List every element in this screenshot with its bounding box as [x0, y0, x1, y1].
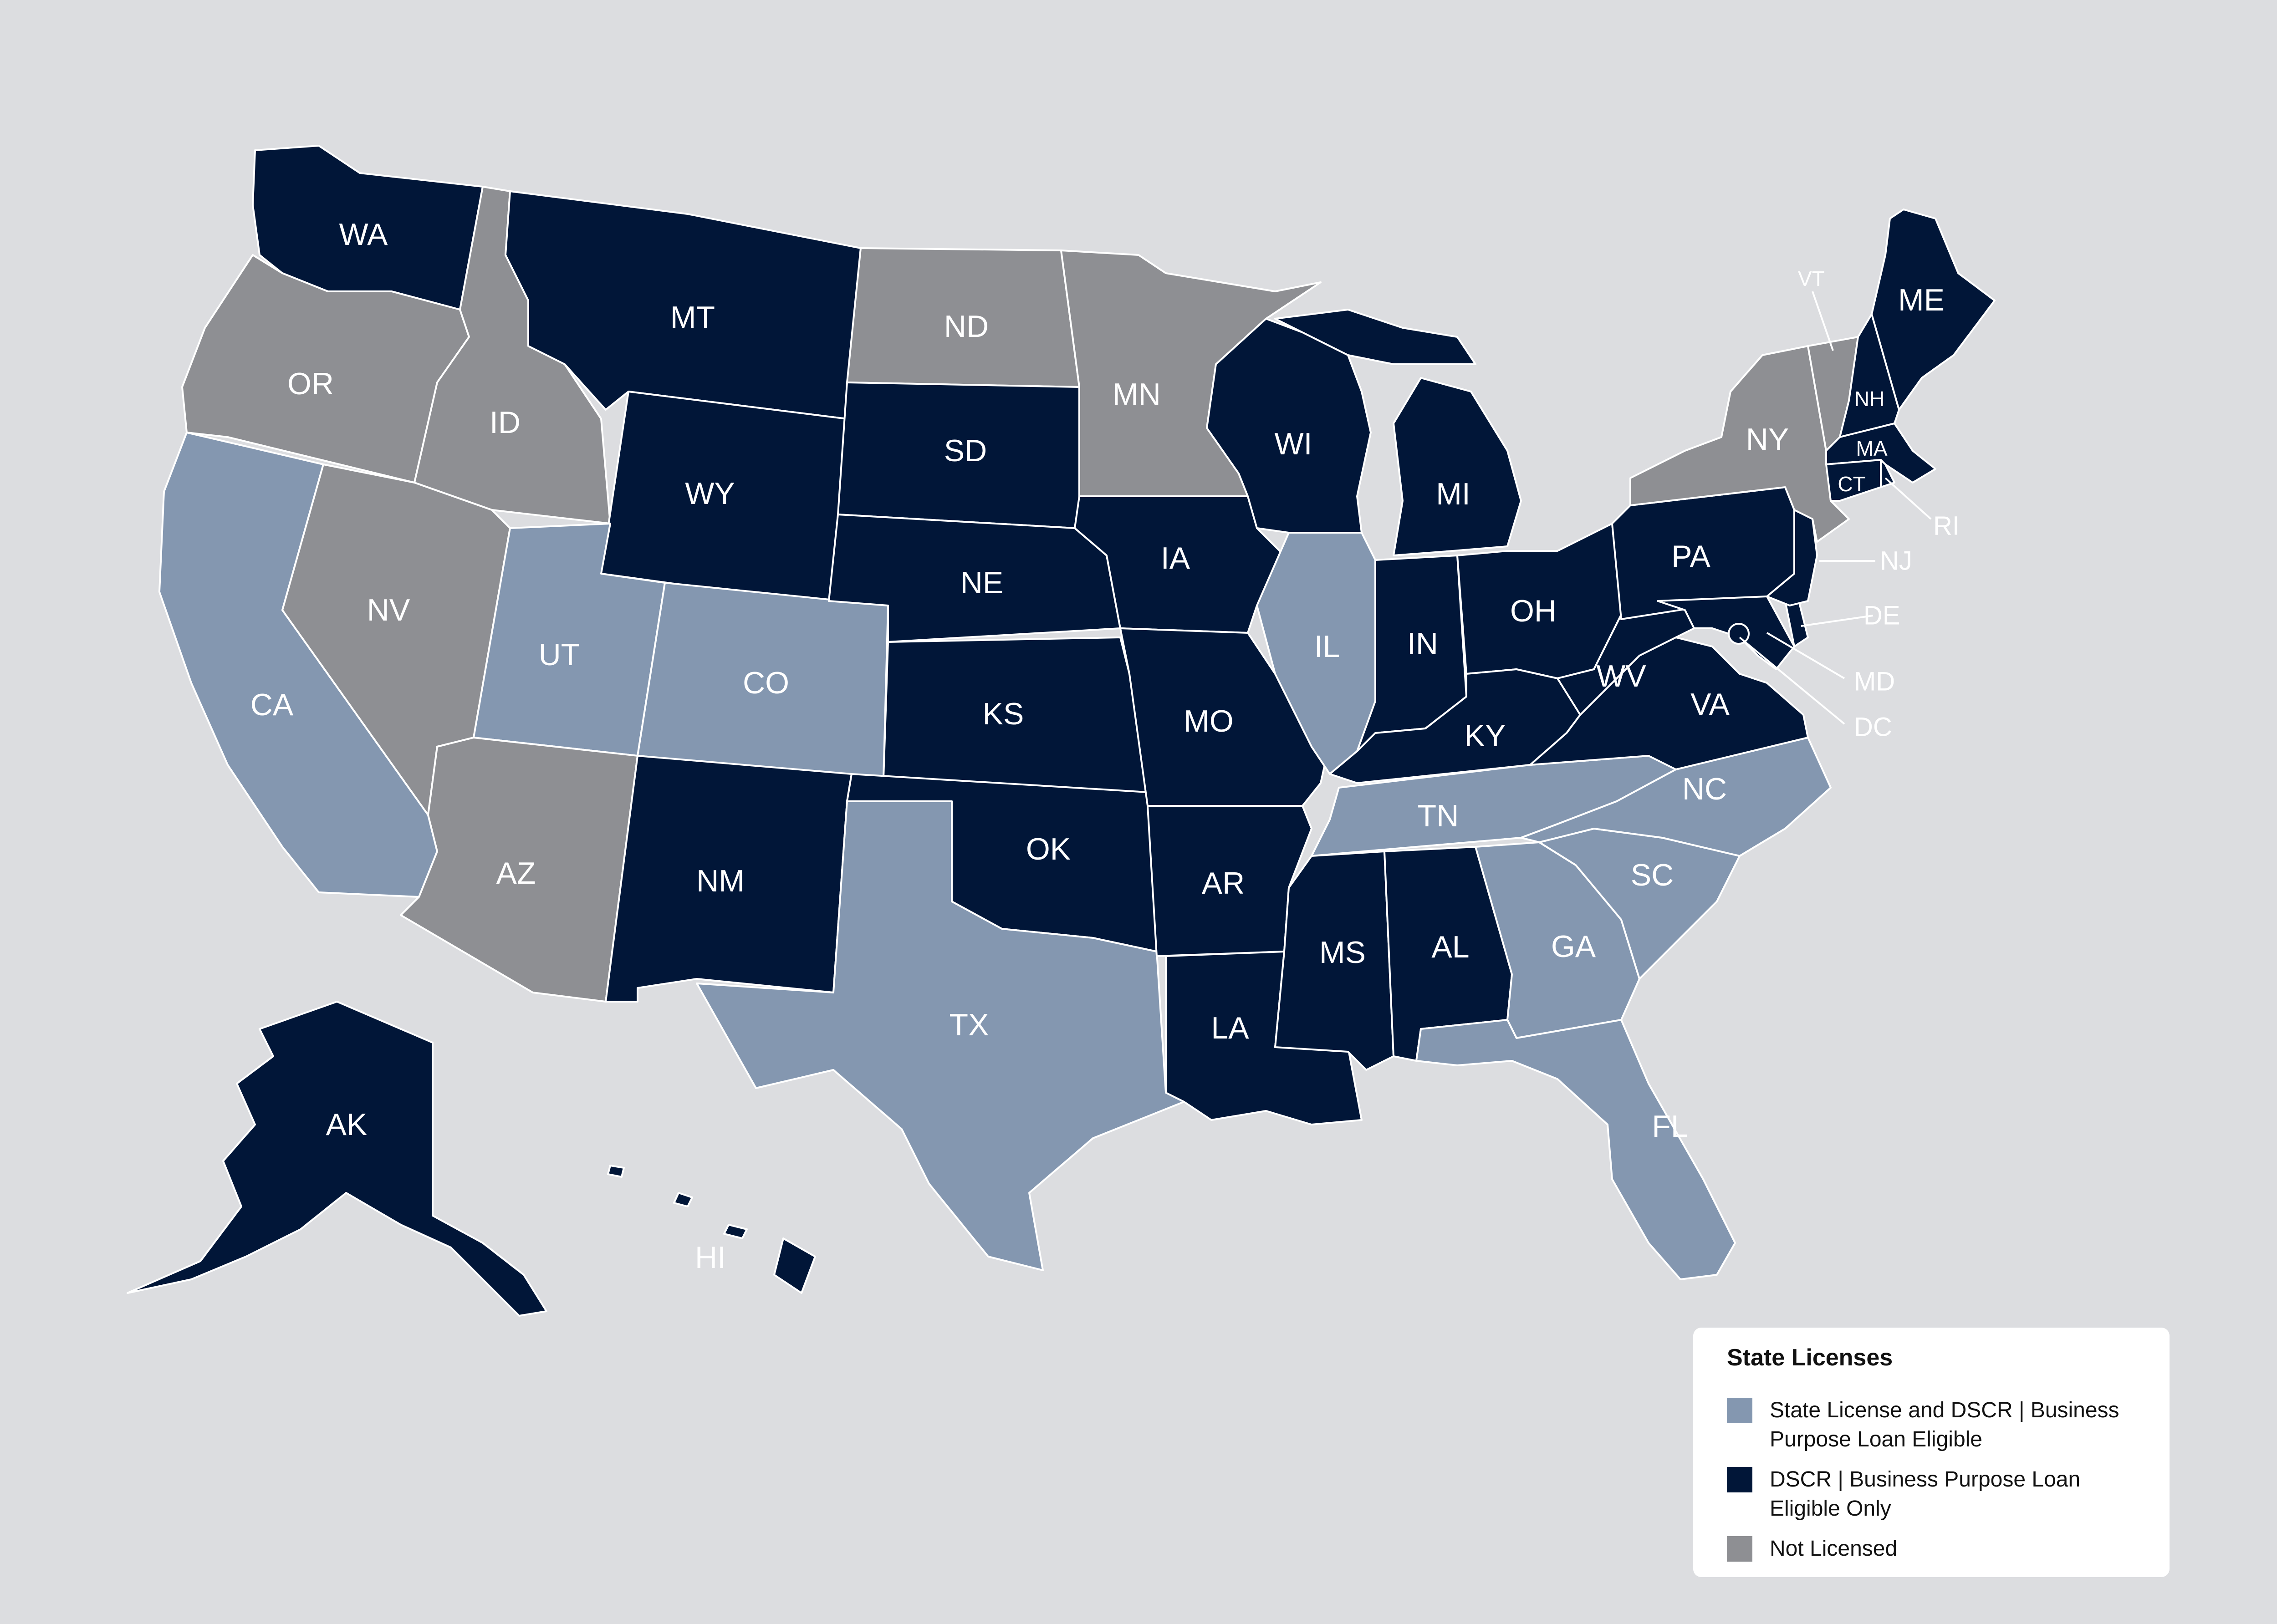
legend-label-not-licensed: Not Licensed [1770, 1537, 1898, 1561]
label-ok: OK [1026, 832, 1071, 866]
label-hi: HI [695, 1240, 726, 1275]
legend-swatch-dscr-only [1727, 1467, 1752, 1492]
label-sd: SD [944, 433, 987, 468]
state-fl[interactable] [1415, 1019, 1736, 1280]
state-me[interactable] [1871, 209, 1996, 411]
label-wa: WA [339, 217, 388, 252]
label-fl: FL [1652, 1109, 1688, 1144]
label-nj: NJ [1880, 546, 1912, 576]
legend-item-dscr-only: DSCR | Business Purpose Loan Eligible On… [1727, 1465, 2137, 1523]
label-wv: WV [1596, 659, 1646, 693]
label-vt: VT [1798, 267, 1825, 290]
label-ma: MA [1856, 437, 1888, 460]
state-mi[interactable] [1274, 309, 1522, 556]
label-mo: MO [1184, 704, 1234, 738]
label-oh: OH [1510, 594, 1557, 628]
label-ia: IA [1161, 541, 1190, 575]
label-ne: NE [960, 565, 1003, 600]
label-id: ID [490, 405, 521, 440]
label-al: AL [1431, 930, 1469, 964]
state-md[interactable] [1657, 596, 1795, 670]
callout-line-de [1801, 615, 1874, 627]
label-ar: AR [1202, 866, 1245, 901]
label-nh: NH [1854, 387, 1884, 411]
legend-swatch-state-license-and-dscr [1727, 1398, 1752, 1423]
label-co: CO [743, 666, 789, 700]
callout-line-dc [1739, 636, 1845, 725]
label-pa: PA [1671, 539, 1710, 574]
state-tx[interactable] [696, 800, 1185, 1271]
label-dc: DC [1854, 713, 1892, 742]
label-nc: NC [1682, 772, 1727, 806]
callout-line-ri [1884, 477, 1932, 520]
state-ct[interactable] [1825, 459, 1882, 502]
state-ri[interactable] [1880, 459, 1895, 488]
label-ri: RI [1933, 511, 1960, 541]
label-il: IL [1314, 629, 1340, 664]
state-az[interactable] [400, 737, 638, 1003]
label-ms: MS [1319, 935, 1366, 970]
state-ak[interactable] [127, 1001, 547, 1317]
legend: State Licenses State License and DSCR | … [1693, 1328, 2170, 1577]
label-mi: MI [1436, 477, 1470, 511]
label-ks: KS [983, 697, 1024, 731]
label-wy: WY [685, 476, 735, 511]
legend-label-state-license-and-dscr: State License and DSCR | Business Purpos… [1770, 1398, 2119, 1451]
label-ct: CT [1838, 472, 1865, 496]
label-la: LA [1211, 1011, 1249, 1045]
label-ak: AK [326, 1107, 368, 1142]
state-mt[interactable] [505, 190, 862, 420]
label-nm: NM [696, 864, 745, 898]
label-ga: GA [1551, 929, 1596, 964]
label-md: MD [1854, 667, 1895, 697]
label-wi: WI [1274, 427, 1312, 461]
label-va: VA [1690, 687, 1730, 722]
label-ny: NY [1746, 422, 1789, 457]
state-nc[interactable] [1520, 737, 1832, 857]
legend-item-state-license-and-dscr: State License and DSCR | Business Purpos… [1727, 1396, 2137, 1454]
label-tx: TX [950, 1008, 989, 1042]
label-nd: ND [944, 309, 989, 344]
label-ky: KY [1465, 718, 1506, 753]
label-tn: TN [1418, 799, 1459, 833]
label-ca: CA [250, 687, 294, 722]
label-mn: MN [1113, 377, 1161, 412]
label-de: DE [1863, 601, 1900, 631]
legend-item-not-licensed: Not Licensed [1727, 1534, 2137, 1563]
callout-line-md [1766, 632, 1845, 679]
legend-label-dscr-only: DSCR | Business Purpose Loan Eligible On… [1770, 1467, 2081, 1521]
label-me: ME [1898, 283, 1945, 317]
state-dc[interactable] [1728, 623, 1750, 645]
callout-line-vt [1812, 291, 1834, 351]
label-az: AZ [496, 856, 536, 891]
legend-swatch-not-licensed [1727, 1536, 1752, 1562]
label-or: OR [287, 367, 334, 401]
label-nv: NV [367, 593, 410, 627]
legend-title: State Licenses [1727, 1344, 1893, 1371]
label-sc: SC [1631, 858, 1674, 892]
label-ut: UT [539, 637, 580, 672]
label-mt: MT [670, 300, 715, 335]
state-hi[interactable] [607, 1165, 816, 1294]
label-in: IN [1407, 626, 1438, 661]
